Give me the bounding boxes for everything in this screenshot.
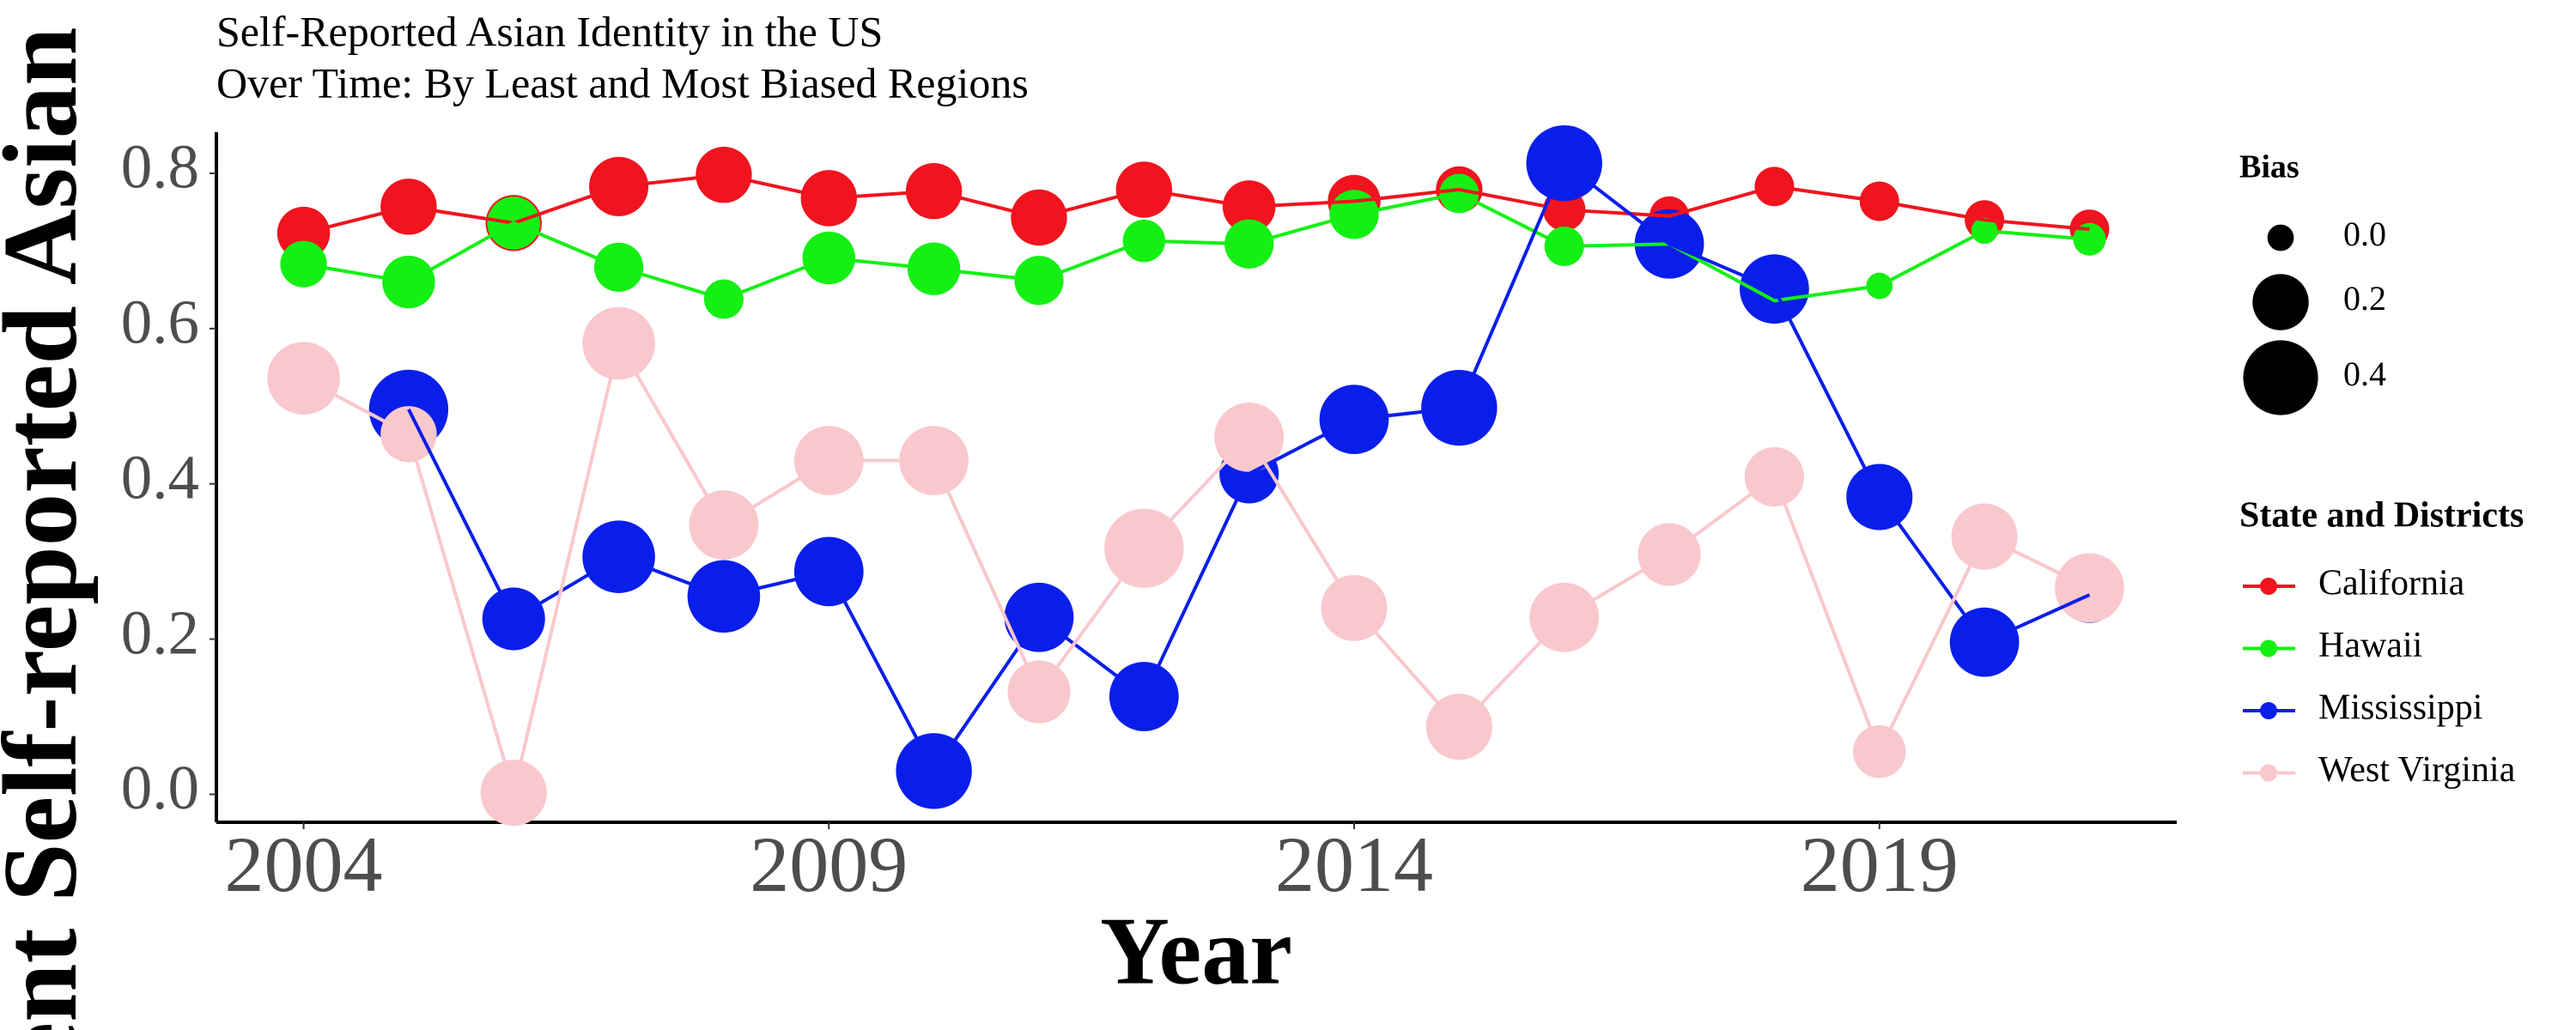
series-line — [303, 173, 2090, 235]
x-tick-label: 2009 — [750, 821, 908, 908]
size-legend-title: Bias — [2239, 149, 2300, 185]
legend-key-point — [2260, 578, 2277, 595]
size-legend-key — [2243, 340, 2318, 415]
size-legend-label: 0.4 — [2343, 354, 2386, 393]
size-legend-label: 0.0 — [2343, 215, 2386, 253]
legend-key-point — [2260, 764, 2277, 782]
legend-key-point — [2260, 639, 2277, 657]
legend-label: Hawaii — [2318, 626, 2422, 665]
y-tick-label: 0.8 — [121, 132, 199, 202]
point — [2073, 222, 2106, 256]
legend-title: State and Districts — [2239, 496, 2524, 536]
legend-key-point — [2260, 702, 2277, 719]
x-tick-label: 2019 — [1801, 821, 1959, 908]
chart-subtitle: Over Time: By Least and Most Biased Regi… — [216, 58, 1029, 106]
size-legend-key — [2252, 274, 2309, 330]
y-axis-label: Percent Self-reported Asian Identity — [0, 0, 99, 1030]
x-axis-label: Year — [1100, 899, 1292, 1005]
x-tick-label: 2014 — [1275, 821, 1433, 908]
size-legend-key — [2267, 224, 2294, 251]
chart-title: Self-Reported Asian Identity in the US — [216, 7, 883, 55]
legend-label: West Virginia — [2318, 750, 2516, 790]
series-line — [407, 161, 2091, 775]
legend-label: California — [2318, 564, 2465, 603]
y-tick-label: 0.4 — [121, 442, 199, 512]
x-tick-label: 2004 — [225, 821, 383, 908]
y-tick-label: 0.0 — [121, 753, 199, 822]
y-tick-label: 0.6 — [121, 288, 199, 357]
y-tick-label: 0.2 — [121, 597, 199, 667]
size-legend-label: 0.2 — [2343, 279, 2386, 318]
legend-label: Mississippi — [2318, 688, 2482, 728]
series-line — [302, 338, 2091, 800]
series-line — [303, 191, 2090, 303]
